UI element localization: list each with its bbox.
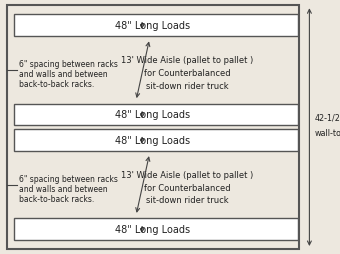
Text: for Counterbalanced: for Counterbalanced — [144, 69, 230, 77]
Text: 6" spacing between racks: 6" spacing between racks — [19, 174, 118, 183]
Text: 48" Long Loads: 48" Long Loads — [115, 135, 190, 145]
Text: for Counterbalanced: for Counterbalanced — [144, 183, 230, 192]
Bar — [14, 104, 298, 126]
Text: sit-down rider truck: sit-down rider truck — [146, 81, 228, 90]
Bar — [7, 6, 299, 249]
Text: 48" Long Loads: 48" Long Loads — [115, 224, 190, 234]
Text: and walls and between: and walls and between — [19, 70, 107, 79]
Bar — [14, 218, 298, 240]
Text: sit-down rider truck: sit-down rider truck — [146, 196, 228, 204]
Text: 42-1/2': 42-1/2' — [314, 113, 340, 122]
Text: 13' Wide Aisle (pallet to pallet ): 13' Wide Aisle (pallet to pallet ) — [121, 56, 253, 65]
Text: back-to-back racks.: back-to-back racks. — [19, 194, 94, 203]
Text: wall-to-wall: wall-to-wall — [314, 128, 340, 137]
Text: 6" spacing between racks: 6" spacing between racks — [19, 60, 118, 69]
Text: 13' Wide Aisle (pallet to pallet ): 13' Wide Aisle (pallet to pallet ) — [121, 170, 253, 179]
Text: 48" Long Loads: 48" Long Loads — [115, 110, 190, 120]
Text: and walls and between: and walls and between — [19, 184, 107, 193]
Text: 48" Long Loads: 48" Long Loads — [115, 21, 190, 31]
Text: back-to-back racks.: back-to-back racks. — [19, 80, 94, 89]
Bar — [14, 15, 298, 37]
Bar — [14, 130, 298, 151]
